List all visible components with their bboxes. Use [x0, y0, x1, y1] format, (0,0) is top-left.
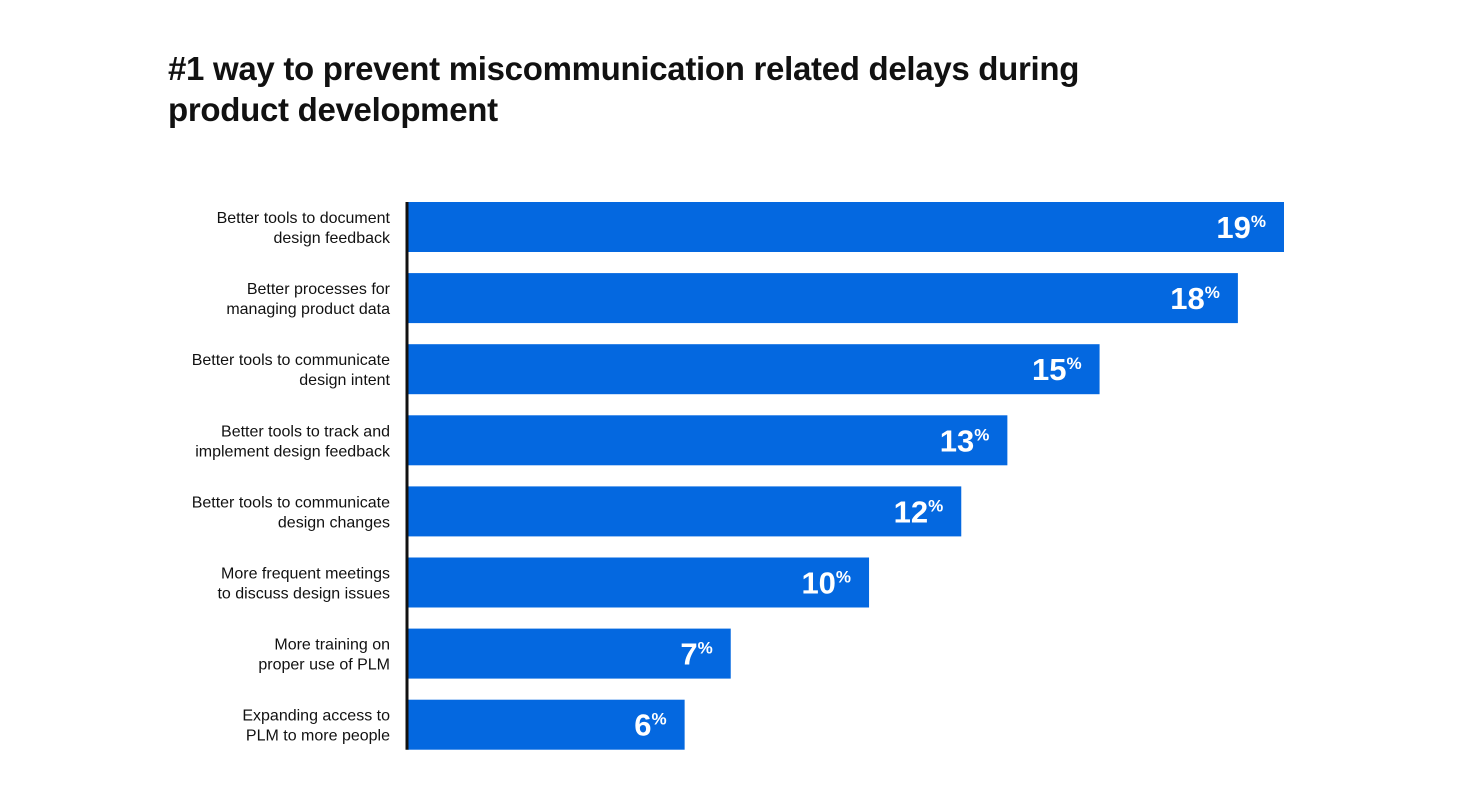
category-label-0: Better tools to document design feedback — [217, 210, 391, 247]
category-label-4: Better tools to communicate design change… — [192, 494, 390, 531]
bar-7 — [408, 699, 685, 750]
bar-0 — [408, 202, 1284, 252]
value-label-6: 7% — [680, 637, 712, 672]
value-label-1: 18% — [1170, 281, 1220, 316]
bar-3 — [408, 415, 1008, 466]
category-label-1: Better processes for managing product dat… — [226, 281, 390, 318]
value-label-3: 13% — [940, 423, 990, 458]
category-label-7: Expanding access to PLM to more people — [242, 708, 390, 745]
value-label-7: 6% — [634, 708, 666, 743]
value-label-2: 15% — [1032, 352, 1082, 387]
value-label-4: 12% — [894, 494, 944, 529]
bar-6 — [408, 628, 731, 679]
value-label-5: 10% — [801, 566, 851, 601]
bar-5 — [408, 557, 870, 608]
category-label-5: More frequent meetings to discuss design … — [217, 566, 390, 603]
bar-1 — [408, 273, 1238, 324]
category-label-6: More training on proper use of PLM — [258, 637, 390, 674]
bar-4 — [408, 486, 962, 537]
bar-2 — [408, 344, 1100, 395]
category-label-3: Better tools to track and implement desig… — [195, 423, 391, 460]
chart-title: #1 way to prevent miscommunication relat… — [168, 50, 1080, 128]
value-label-0: 19% — [1216, 210, 1266, 245]
category-label-2: Better tools to communicate design intent — [192, 352, 391, 389]
